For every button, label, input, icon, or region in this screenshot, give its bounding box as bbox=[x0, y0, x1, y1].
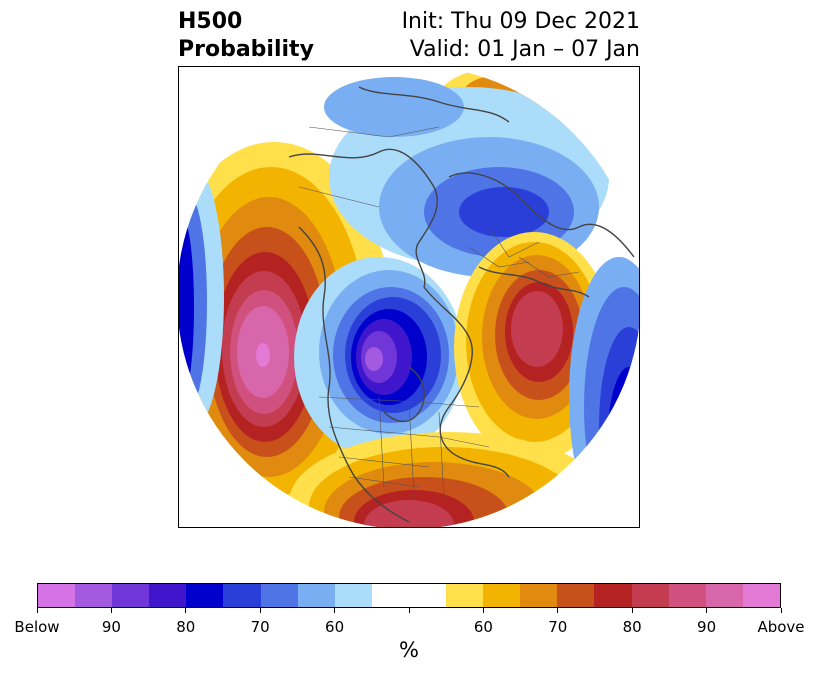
colorbar-tick bbox=[36, 608, 38, 613]
colorbar-cell bbox=[260, 584, 298, 607]
colorbar-tick bbox=[706, 608, 708, 613]
colorbar-cell bbox=[594, 584, 632, 607]
colorbar-tick bbox=[780, 608, 782, 613]
colorbar-cell bbox=[483, 584, 521, 607]
colorbar-cell bbox=[334, 584, 372, 607]
colorbar-cell bbox=[557, 584, 595, 607]
valid-range: Valid: 01 Jan – 07 Jan bbox=[409, 37, 640, 62]
colorbar-cell bbox=[742, 584, 780, 607]
title-line-1: H500 bbox=[178, 9, 243, 34]
canada-trough bbox=[294, 257, 464, 457]
colorbar-tick-label: 90 bbox=[101, 618, 121, 636]
map-title: H500 Probability bbox=[178, 8, 314, 64]
colorbar-tick-label: Below bbox=[14, 618, 60, 636]
map-panel bbox=[178, 66, 640, 528]
colorbar-tick-label: 80 bbox=[622, 618, 642, 636]
colorbar-tick-label: 90 bbox=[697, 618, 717, 636]
colorbar-cell bbox=[75, 584, 113, 607]
colorbar-tick bbox=[482, 608, 484, 613]
title-line-2: Probability bbox=[178, 37, 314, 62]
colorbar-cell bbox=[631, 584, 669, 607]
colorbar-tick bbox=[259, 608, 261, 613]
colorbar-cell bbox=[408, 584, 447, 607]
political-borders bbox=[298, 126, 580, 498]
colorbar-tick bbox=[408, 608, 410, 613]
probability-map bbox=[179, 67, 639, 527]
colorbar-tick-label: 60 bbox=[473, 618, 493, 636]
colorbar-cell bbox=[38, 584, 76, 607]
colorbar-cell bbox=[446, 584, 484, 607]
colorbar bbox=[37, 583, 781, 608]
colorbar-tick-label: 70 bbox=[548, 618, 568, 636]
colorbar-tick-label: Above bbox=[757, 618, 805, 636]
colorbar-ticks bbox=[36, 608, 782, 618]
southeast-us-ridge bbox=[289, 432, 609, 527]
colorbar-tick-label: 70 bbox=[250, 618, 270, 636]
colorbar-tick bbox=[557, 608, 559, 613]
colorbar-tick bbox=[631, 608, 633, 613]
colorbar-tick bbox=[185, 608, 187, 613]
colorbar-tick bbox=[334, 608, 336, 613]
colorbar-tick-label: 80 bbox=[176, 618, 196, 636]
colorbar-cell bbox=[520, 584, 558, 607]
colorbar-tick-label: 60 bbox=[325, 618, 345, 636]
colorbar-units: % bbox=[399, 638, 419, 662]
colorbar-cell bbox=[668, 584, 706, 607]
colorbar-cell bbox=[223, 584, 261, 607]
colorbar-cell bbox=[186, 584, 224, 607]
west-pacific-trough bbox=[179, 167, 224, 427]
colorbar-cell bbox=[297, 584, 335, 607]
init-date: Init: Thu 09 Dec 2021 bbox=[401, 9, 640, 34]
colorbar-tick bbox=[110, 608, 112, 613]
colorbar-cell bbox=[705, 584, 743, 607]
colorbar-cell bbox=[149, 584, 187, 607]
date-info: Init: Thu 09 Dec 2021 Valid: 01 Jan – 07… bbox=[402, 8, 640, 64]
colorbar-cell bbox=[371, 584, 409, 607]
siberia-trough bbox=[324, 77, 609, 277]
colorbar-cell bbox=[112, 584, 150, 607]
